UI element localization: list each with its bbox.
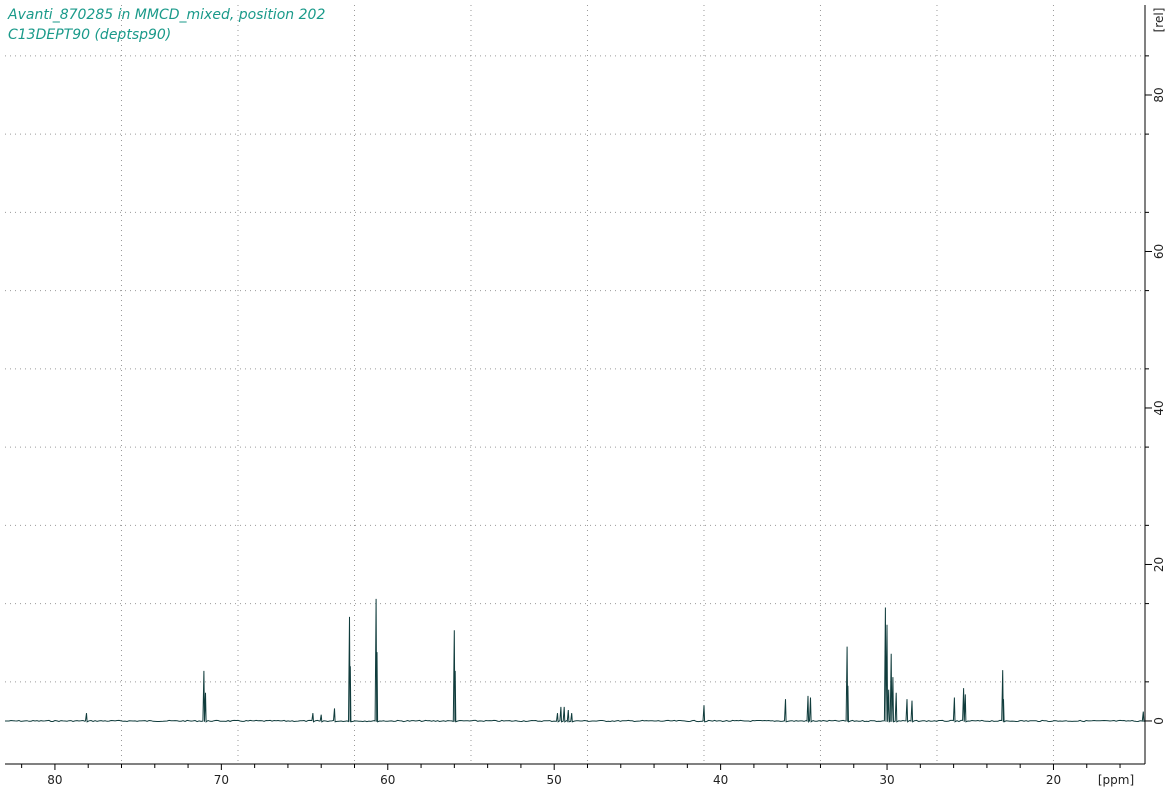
grid-lines xyxy=(5,5,1145,764)
x-tick-label: 60 xyxy=(380,773,395,787)
x-axis: 80 70 60 50 40 30 20 xyxy=(21,764,1121,787)
x-axis-unit-label: [ppm] xyxy=(1098,773,1134,787)
y-tick-label: 20 xyxy=(1152,557,1166,572)
x-tick-label: 20 xyxy=(1046,773,1061,787)
dataset-title: Avanti_870285 in MMCD_mixed, position 20… xyxy=(8,7,326,23)
y-tick-label: 80 xyxy=(1152,87,1166,102)
spectrum-trace xyxy=(5,598,1145,723)
y-tick-label: 40 xyxy=(1152,400,1166,415)
x-tick-label: 70 xyxy=(214,773,229,787)
experiment-title: C13DEPT90 (deptsp90) xyxy=(8,27,172,43)
x-tick-label: 80 xyxy=(47,773,62,787)
x-tick-label: 50 xyxy=(547,773,562,787)
y-axis-unit-label: [rel] xyxy=(1152,8,1166,33)
x-tick-label: 30 xyxy=(879,773,894,787)
x-tick-label: 40 xyxy=(713,773,728,787)
plot-frame xyxy=(5,5,1146,765)
y-tick-label: 60 xyxy=(1152,244,1166,259)
y-tick-label: 0 xyxy=(1152,717,1166,725)
y-axis: 0 20 40 60 80 xyxy=(1145,55,1166,725)
